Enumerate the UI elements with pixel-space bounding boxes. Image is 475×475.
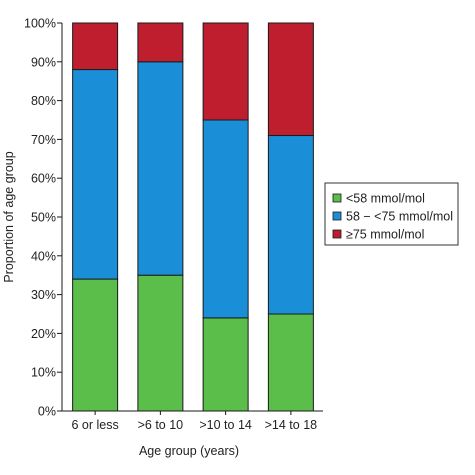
- bar-segment-1-3: [202, 317, 249, 412]
- y-tick-label: 20%: [31, 327, 56, 341]
- y-tick-label: 40%: [31, 249, 56, 263]
- plot-area: 0% 10% 20% 30% 40% 50% 60% 70% 80% 90% 100% 6 or le…: [24, 17, 323, 432]
- legend-label-3: ≥75 mmol/mol: [346, 228, 424, 242]
- legend-swatch-2: [332, 211, 342, 221]
- legend-swatch-1: [332, 193, 342, 203]
- bar-segment-3-3: [202, 22, 249, 121]
- y-tick-label: 60%: [31, 172, 56, 186]
- y-tick-label: 90%: [31, 55, 56, 69]
- x-tick-label: >10 to 14: [199, 418, 252, 432]
- bar-segment-2-3: [202, 119, 249, 319]
- bar-segment-1-4: [267, 313, 314, 412]
- bar-segment-2-1: [72, 69, 119, 280]
- y-tick-label: 10%: [31, 366, 56, 380]
- y-tick-label: 30%: [31, 288, 56, 302]
- bar-segment-3-4: [267, 22, 314, 137]
- bar-segment-2-4: [267, 135, 314, 315]
- y-tick-label: 70%: [31, 133, 56, 147]
- bar-segment-1-2: [137, 274, 184, 412]
- bar-segment-1-1: [72, 278, 119, 412]
- y-axis-title: Proportion of age group: [2, 151, 16, 282]
- legend-label-1: <58 mmol/mol: [346, 192, 425, 206]
- legend-label-2: 58 − <75 mmol/mol: [346, 210, 453, 224]
- y-tick-label: 80%: [31, 94, 56, 108]
- bar-segment-3-2: [137, 22, 184, 63]
- legend-box: [324, 182, 459, 246]
- x-tick-label: 6 or less: [72, 418, 119, 432]
- y-tick-label: 50%: [31, 211, 56, 225]
- x-axis-title: Age group (years): [139, 444, 239, 458]
- bar-segment-3-1: [72, 22, 119, 71]
- y-tick-label: 100%: [24, 17, 56, 31]
- legend: <58 mmol/mol 58 − <75 mmol/mol ≥75 mmol/mo…: [324, 182, 459, 246]
- legend-swatch-3: [332, 229, 342, 239]
- y-tick-label: 0%: [38, 405, 56, 419]
- bar-segment-2-2: [137, 61, 184, 276]
- x-tick-label: >6 to 10: [138, 418, 184, 432]
- x-tick-label: >14 to 18: [265, 418, 318, 432]
